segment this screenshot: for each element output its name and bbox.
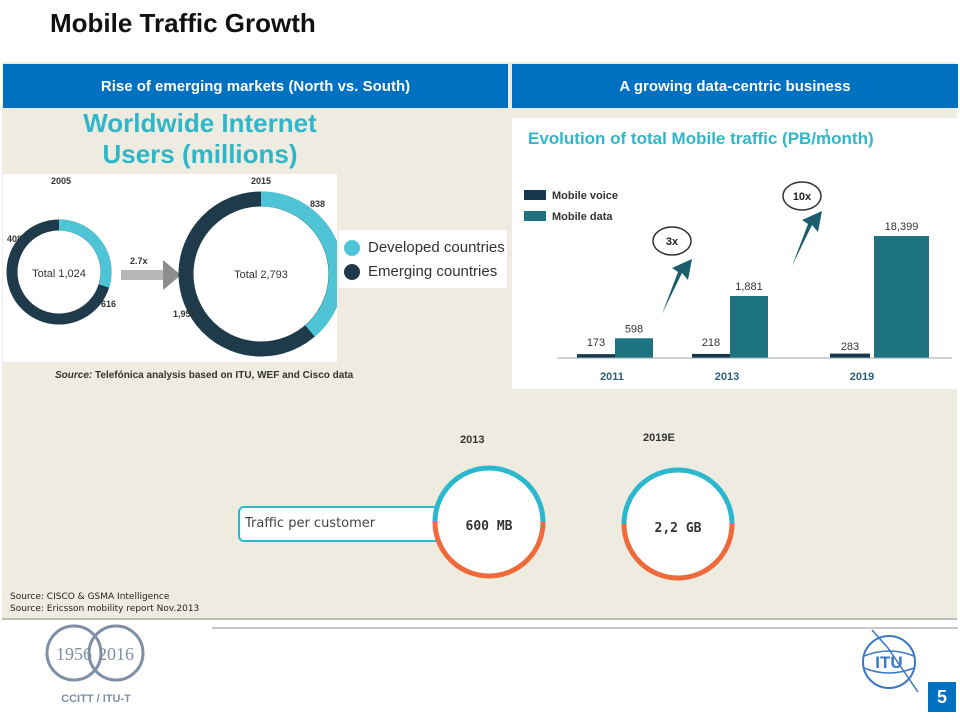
per-customer-label: Traffic per customer xyxy=(245,516,376,531)
legend-developed: Developed countries xyxy=(344,239,505,256)
circle-2019-fill xyxy=(624,470,732,578)
callout-3x-label: 3x xyxy=(666,236,679,248)
bar-data-2011 xyxy=(615,338,653,358)
itu-logo-text: ITU xyxy=(875,653,902,672)
donut-2005-developed xyxy=(58,219,112,288)
internet-users-heading: Worldwide Internet Users (millions) xyxy=(80,108,320,170)
growth-arrow-icon xyxy=(163,260,181,290)
source-line-2: Source: Ericsson mobility report Nov.201… xyxy=(10,604,200,614)
growth-3x-arrow-icon xyxy=(662,259,692,314)
legend-emerging: Emerging countries xyxy=(344,263,497,280)
circle-2019-bottom-arc xyxy=(621,523,735,581)
growth-label: 2.7x xyxy=(130,256,148,266)
circle-2013-bottom-arc xyxy=(432,521,546,579)
per-customer-circle-2019: 2,2 GB xyxy=(621,467,735,581)
bar-data-label-2019: 18,399 xyxy=(885,221,919,233)
internet-users-legend: Developed countries Emerging countries xyxy=(339,230,507,288)
circle-2013-top-arc xyxy=(432,465,546,523)
x-tick-2019: 2019 xyxy=(850,371,874,383)
anniversary-left-ring xyxy=(45,624,103,682)
page-number: 5 xyxy=(928,682,956,712)
donut-2015-emerging-value: 1,955 xyxy=(173,309,196,319)
donut-2015-total: Total 2,793 xyxy=(234,269,288,281)
bar-voice-2019 xyxy=(830,353,870,358)
donut-2005-developed-value: 408 xyxy=(7,234,22,244)
callout-10x-label: 10x xyxy=(793,191,812,203)
traffic-chart: Evolution of total Mobile traffic (PB/mo… xyxy=(524,128,952,383)
bar-data-label-2013: 1,881 xyxy=(735,281,763,293)
per-customer-year-left: 2013 xyxy=(460,434,485,446)
donut-2015-developed-value: 838 xyxy=(310,199,325,209)
year-2005-label: 2005 xyxy=(51,176,71,186)
per-customer-year-right: 2019E xyxy=(643,432,675,444)
year-2015-label: 2015 xyxy=(251,176,271,186)
per-customer-circle-2013: 600 MB xyxy=(432,465,546,579)
internet-users-source: Source: Telefónica analysis based on ITU… xyxy=(55,370,353,381)
legend-voice-swatch xyxy=(524,190,546,200)
source-text: Telefónica analysis based on ITU, WEF an… xyxy=(92,370,354,381)
bar-voice-2013 xyxy=(692,353,730,358)
callout-3x-bubble xyxy=(652,226,692,256)
legend-voice-label: Mobile voice xyxy=(552,190,618,202)
per-customer-value-2013: 600 MB xyxy=(466,519,513,534)
donut-2005-total: Total 1,024 xyxy=(32,268,86,280)
traffic-bars: 173 598 2011 218 1,881 2013 283 18,399 2019 xyxy=(577,221,929,383)
internet-users-chart: 2005 2015 Total 1,024 408 616 2.7x Total… xyxy=(3,174,344,362)
donut-2015-developed xyxy=(260,191,344,337)
circle-2019-top-arc xyxy=(621,467,735,525)
itu-bolt xyxy=(871,629,919,693)
internet-users-heading-line1: Worldwide Internet xyxy=(83,108,317,138)
anniversary-logo: 1956 2016 CCITT / ITU-T xyxy=(45,624,145,705)
internet-users-heading-line2: Users (millions) xyxy=(102,139,298,169)
anniversary-year-right: 2016 xyxy=(98,644,134,664)
bar-voice-label-2019: 283 xyxy=(841,341,859,353)
legend-developed-label: Developed countries xyxy=(368,239,505,256)
growth-10x-arrow-icon xyxy=(792,211,822,266)
right-column-header: A growing data-centric business xyxy=(512,64,958,108)
anniversary-caption: CCITT / ITU-T xyxy=(61,693,131,705)
per-customer-value-2019: 2,2 GB xyxy=(655,521,702,536)
donut-2005-emerging-value: 616 xyxy=(101,299,116,309)
emerging-dot-icon xyxy=(344,263,360,280)
left-column-header: Rise of emerging markets (North vs. Sout… xyxy=(3,64,508,108)
anniversary-right-ring xyxy=(87,624,145,682)
x-tick-2011: 2011 xyxy=(600,371,624,383)
bar-voice-label-2011: 173 xyxy=(587,337,605,349)
footer-divider xyxy=(212,627,958,629)
legend-emerging-label: Emerging countries xyxy=(368,263,498,280)
bar-voice-label-2013: 218 xyxy=(702,337,720,349)
itu-globe xyxy=(862,635,916,689)
itu-logo-icon: ITU xyxy=(862,629,919,693)
slide-title: Mobile Traffic Growth xyxy=(50,8,316,38)
internet-users-donuts: 2005 2015 Total 1,024 408 616 2.7x Total… xyxy=(6,176,344,357)
source-line-1: Source: CISCO & GSMA Intelligence xyxy=(10,592,170,602)
bar-data-2019 xyxy=(874,236,929,358)
developed-dot-icon xyxy=(344,239,360,256)
x-tick-2013: 2013 xyxy=(715,371,739,383)
legend-data-swatch xyxy=(524,211,546,221)
legend-data-label: Mobile data xyxy=(552,211,613,223)
circle-2013-fill xyxy=(435,468,543,576)
per-customer-label-box: Traffic per customer xyxy=(238,506,452,542)
itu-globe-lines xyxy=(863,650,915,674)
callout-10x-bubble xyxy=(782,181,822,211)
source-label: Source: xyxy=(55,370,93,381)
bar-data-2013 xyxy=(730,296,768,358)
traffic-chart-title: Evolution of total Mobile traffic (PB/mo… xyxy=(528,129,874,148)
growth-arrow-shaft xyxy=(121,270,165,280)
bar-voice-2011 xyxy=(577,354,615,358)
bar-data-label-2011: 598 xyxy=(625,323,643,335)
anniversary-year-left: 1956 xyxy=(56,644,92,664)
traffic-chart-superscript: 1 xyxy=(824,128,830,139)
traffic-chart-box: Evolution of total Mobile traffic (PB/mo… xyxy=(512,118,958,389)
